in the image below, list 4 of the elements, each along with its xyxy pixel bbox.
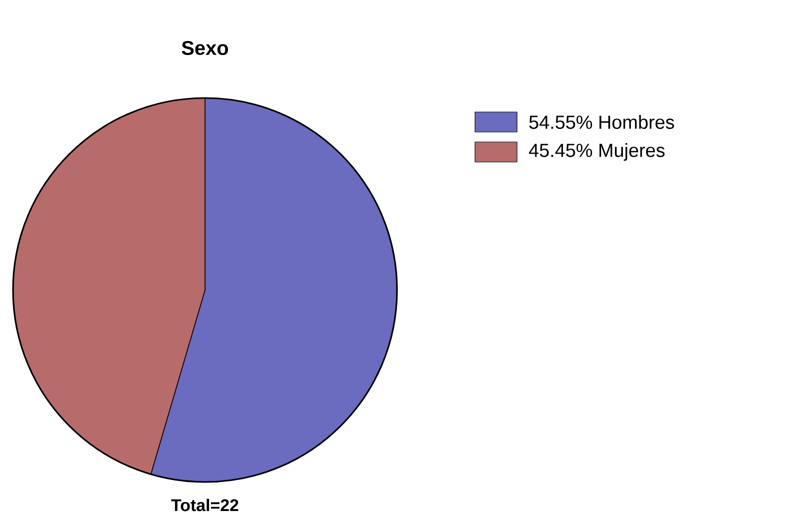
- chart-title: Sexo: [182, 40, 228, 56]
- legend-label: 45.45% Mujeres: [528, 143, 665, 161]
- legend-label: 54.55% Hombres: [529, 115, 674, 129]
- text: Total=22: [171, 498, 238, 512]
